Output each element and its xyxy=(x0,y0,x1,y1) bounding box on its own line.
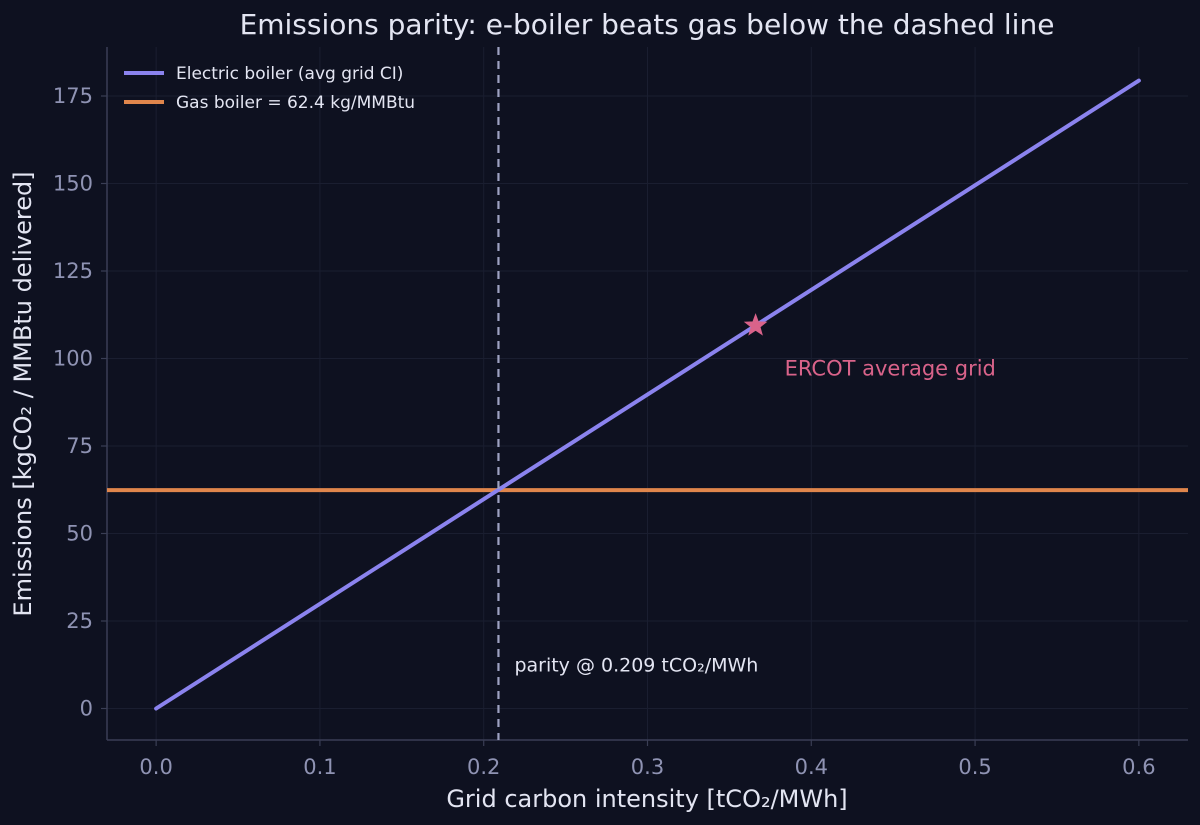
x-tick-label: 0.2 xyxy=(467,755,500,779)
x-tick-label: 0.3 xyxy=(631,755,664,779)
parity-label: parity @ 0.209 tCO₂/MWh xyxy=(514,655,758,677)
chart-title: Emissions parity: e-boiler beats gas bel… xyxy=(240,8,1055,41)
y-tick-label: 25 xyxy=(66,609,93,633)
x-tick-label: 0.1 xyxy=(303,755,336,779)
y-tick-label: 150 xyxy=(53,172,93,196)
series-lines xyxy=(107,78,1188,711)
axes: 0.0 0.1 0.2 0.3 0.4 0.5 0.6 0 25 50 75 100 125 150 175 xyxy=(53,47,1188,779)
grid-lines xyxy=(107,47,1188,740)
y-tick-label: 175 xyxy=(53,84,93,108)
x-axis-label: Grid carbon intensity [tCO₂/MWh] xyxy=(446,785,847,813)
ercot-label: ERCOT average grid xyxy=(785,357,996,381)
ercot-star-marker xyxy=(743,313,768,336)
x-tick-label: 0.0 xyxy=(139,755,172,779)
x-tick-label: 0.6 xyxy=(1122,755,1155,779)
legend-label-electric: Electric boiler (avg grid CI) xyxy=(176,64,403,84)
y-tick-label: 50 xyxy=(66,522,93,546)
legend-label-gas: Gas boiler = 62.4 kg/MMBtu xyxy=(176,93,415,113)
x-tick-label: 0.4 xyxy=(795,755,828,779)
y-tick-label: 100 xyxy=(53,347,93,371)
y-tick-label: 125 xyxy=(53,259,93,283)
legend: Electric boiler (avg grid CI) Gas boiler … xyxy=(124,64,415,113)
y-tick-label: 0 xyxy=(80,697,93,721)
annotations: parity @ 0.209 tCO₂/MWh ERCOT average gri… xyxy=(497,47,996,740)
y-axis-label: Emissions [kgCO₂ / MMBtu delivered] xyxy=(9,171,37,616)
electric-boiler-line xyxy=(154,78,1141,711)
y-tick-label: 75 xyxy=(66,434,93,458)
x-tick-label: 0.5 xyxy=(958,755,991,779)
